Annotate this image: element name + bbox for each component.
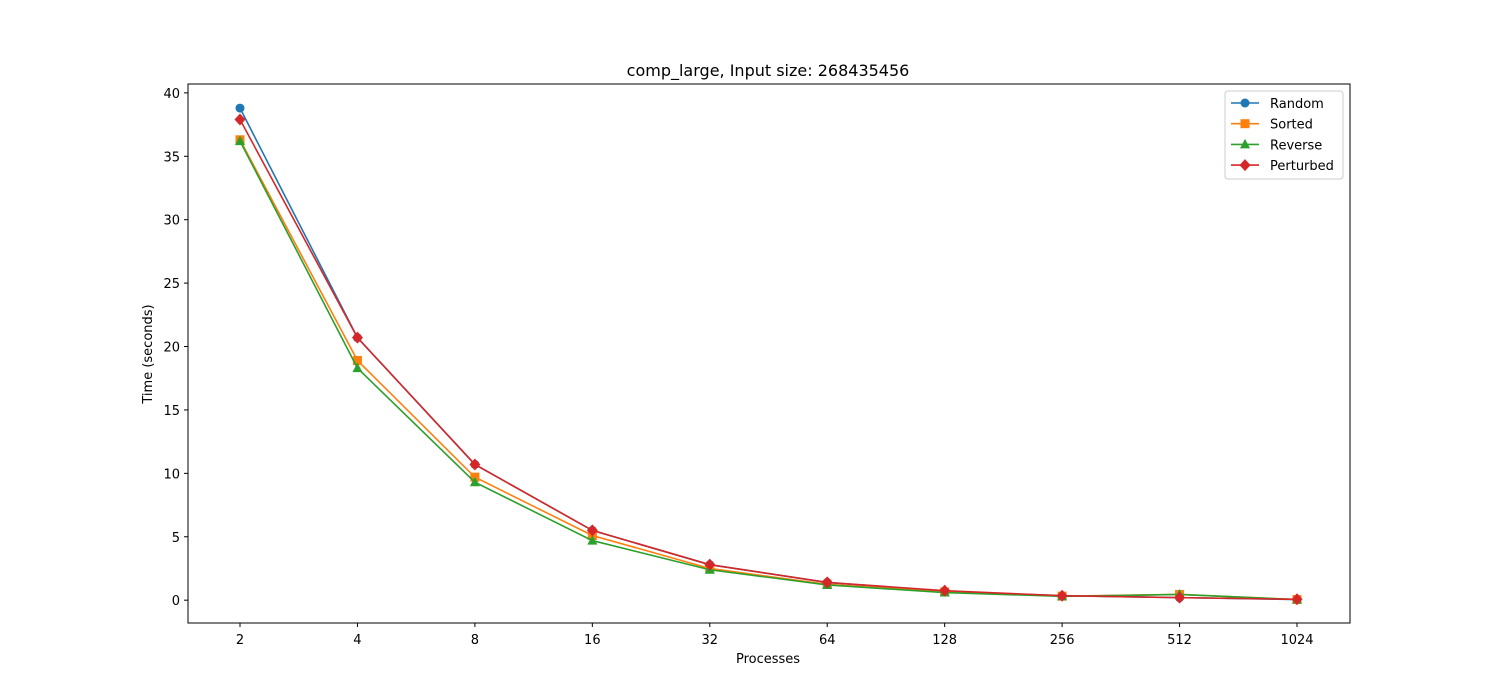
y-tick-label: 30 [163, 214, 180, 229]
legend: Random Sorted Reverse Perturbed [1224, 90, 1344, 180]
x-tick-label: 256 [1050, 633, 1075, 648]
data-point-perturbed [234, 113, 246, 126]
data-point-perturbed [586, 524, 598, 537]
y-tick-label: 0 [172, 594, 180, 609]
series-line-perturbed [239, 119, 1298, 601]
y-tick-label: 15 [163, 404, 180, 419]
legend-box [1224, 90, 1344, 180]
legend-item-perturbed: Perturbed [1231, 159, 1334, 174]
data-point-perturbed [704, 558, 716, 571]
data-point-reverse [352, 362, 363, 373]
data-point-perturbed [1174, 591, 1186, 604]
data-point-reverse [587, 535, 598, 545]
legend-label-reverse: Reverse [1270, 138, 1322, 153]
data-point-reverse [235, 135, 245, 146]
data-point-reverse [469, 476, 480, 487]
data-point-perturbed [821, 576, 833, 589]
plot-area: 2 4 8 16 32 64 128 256 512 1024 0 5 10 15 20 25 30 35 40 [163, 83, 1351, 648]
y-tick-label: 5 [172, 531, 180, 546]
x-tick-label: 64 [819, 633, 836, 648]
legend-label-perturbed: Perturbed [1270, 159, 1334, 174]
x-tick-label: 16 [584, 633, 601, 648]
x-tick-label: 1024 [1280, 633, 1313, 648]
x-tick-label: 512 [1167, 633, 1192, 648]
data-point-perturbed [1056, 589, 1068, 602]
legend-marker-random [1240, 98, 1250, 108]
x-tick-label: 4 [353, 633, 361, 648]
x-axis-title: Processes [736, 652, 800, 667]
legend-marker-reverse [1240, 138, 1250, 149]
y-tick-label: 35 [163, 150, 180, 165]
legend-marker-perturbed [1239, 159, 1251, 172]
y-tick-label: 10 [163, 467, 180, 482]
y-axis-title: Time (seconds) [141, 304, 156, 404]
chart-title: comp_large, Input size: 268435456 [627, 61, 910, 81]
data-point-perturbed [939, 584, 951, 597]
series-line-reverse [239, 140, 1298, 601]
legend-item-random: Random [1231, 97, 1324, 112]
y-tick-label: 25 [163, 277, 180, 292]
x-tick-label: 2 [236, 633, 244, 648]
data-point-perturbed [469, 458, 481, 471]
data-point-perturbed [351, 331, 363, 344]
legend-label-random: Random [1270, 97, 1324, 112]
x-tick-label: 8 [471, 633, 479, 648]
legend-marker-sorted [1240, 119, 1250, 129]
data-point-sorted [352, 355, 362, 365]
x-tick-label: 32 [702, 633, 719, 648]
axes-frame [187, 83, 1351, 624]
legend-item-reverse: Reverse [1231, 138, 1322, 153]
data-point-random [235, 103, 245, 113]
series-perturbed [234, 113, 1303, 606]
y-tick-label: 40 [163, 87, 180, 102]
legend-label-sorted: Sorted [1270, 118, 1313, 133]
y-tick-label: 20 [163, 341, 180, 356]
legend-item-sorted: Sorted [1231, 118, 1313, 133]
x-tick-label: 128 [932, 633, 957, 648]
data-point-perturbed [1291, 593, 1303, 606]
